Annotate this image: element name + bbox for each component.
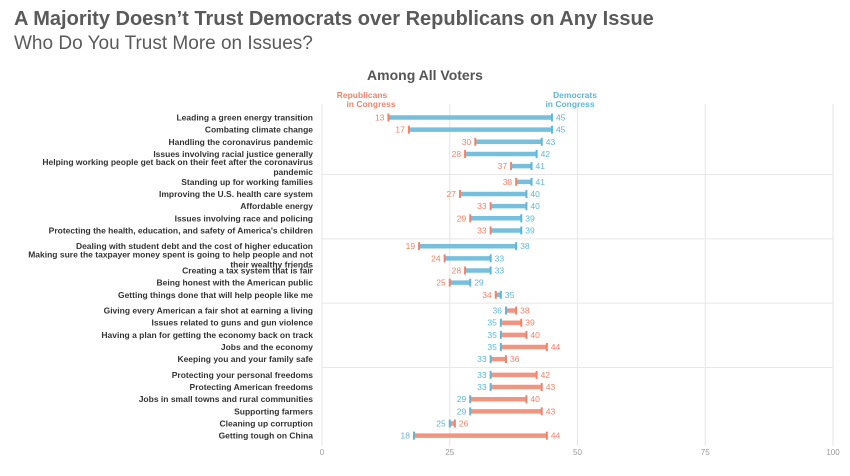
x-tick-label: 100 — [826, 448, 840, 457]
category-label: Combating climate change — [205, 125, 313, 135]
democrats-value-label: 41 — [536, 161, 546, 171]
category-label: Helping working people get back on their… — [42, 157, 313, 177]
category-label: Protecting your personal freedoms — [172, 370, 313, 380]
democrats-value-label: 33 — [495, 253, 505, 263]
category-label: Protecting American freedoms — [190, 382, 314, 392]
category-label: Jobs and the economy — [221, 342, 313, 352]
republicans-value-label: 17 — [395, 125, 405, 135]
republicans-value-label: 36 — [510, 354, 520, 364]
republicans-value-label: 40 — [530, 394, 540, 404]
category-label: Giving every American a fair shot at ear… — [104, 306, 313, 316]
category-label: Creating a tax system that is fair — [182, 266, 314, 276]
republicans-value-label: 38 — [520, 306, 530, 316]
republicans-value-label: 29 — [457, 213, 467, 223]
democrats-value-label: 35 — [487, 342, 497, 352]
democrats-value-label: 25 — [436, 419, 446, 429]
democrats-value-label: 39 — [525, 225, 535, 235]
republicans-value-label: 24 — [431, 253, 441, 263]
democrats-value-label: 45 — [556, 113, 566, 123]
subtitle: Who Do You Trust More on Issues? — [14, 33, 313, 54]
democrats-value-label: 40 — [530, 189, 540, 199]
democrats-value-label: 38 — [520, 241, 530, 251]
republicans-value-label: 40 — [530, 330, 540, 340]
democrats-value-label: 40 — [530, 201, 540, 211]
democrats-value-label: 29 — [457, 406, 467, 416]
category-label: Supporting farmers — [234, 406, 313, 416]
republicans-value-label: 33 — [477, 201, 487, 211]
democrats-value-label: 35 — [487, 330, 497, 340]
democrats-value-label: 33 — [477, 382, 487, 392]
republicans-value-label: 33 — [477, 225, 487, 235]
legend-democrats: Democrats — [553, 90, 597, 100]
x-tick-label: 25 — [445, 448, 454, 457]
category-label: Leading a green energy transition — [176, 113, 313, 123]
category-label: Improving the U.S. health care system — [159, 189, 313, 199]
republicans-value-label: 19 — [406, 241, 416, 251]
democrats-value-label: 35 — [505, 290, 515, 300]
main-title: A Majority Doesn’t Trust Democrats over … — [14, 8, 654, 30]
republicans-value-label: 44 — [551, 342, 561, 352]
legend-republicans: Republicans — [337, 90, 388, 100]
legend-democrats: in Congress — [545, 99, 594, 109]
republicans-value-label: 37 — [498, 161, 508, 171]
x-tick-label: 0 — [320, 448, 325, 457]
democrats-value-label: 33 — [477, 370, 487, 380]
category-label: Standing up for working families — [181, 177, 313, 187]
democrats-value-label: 29 — [457, 394, 467, 404]
republicans-value-label: 43 — [546, 382, 556, 392]
republicans-value-label: 42 — [541, 370, 551, 380]
democrats-value-label: 36 — [492, 306, 502, 316]
democrats-value-label: 29 — [474, 278, 484, 288]
democrats-value-label: 35 — [487, 318, 497, 328]
democrats-value-label: 39 — [525, 213, 535, 223]
category-label: Protecting the health, education, and sa… — [49, 225, 313, 235]
category-label: Cleaning up corruption — [220, 419, 314, 429]
republicans-value-label: 26 — [459, 419, 469, 429]
republicans-value-label: 13 — [375, 113, 385, 123]
republicans-value-label: 38 — [503, 177, 513, 187]
republicans-value-label: 27 — [447, 189, 457, 199]
category-label: Getting tough on China — [219, 431, 314, 441]
republicans-value-label: 44 — [551, 431, 561, 441]
category-label: Getting things done that will help peopl… — [118, 290, 313, 300]
democrats-value-label: 18 — [401, 431, 411, 441]
category-label: Making sure the taxpayer money spent is … — [28, 249, 313, 269]
democrats-value-label: 45 — [556, 125, 566, 135]
legend-republicans: in Congress — [346, 99, 395, 109]
democrats-value-label: 42 — [541, 149, 551, 159]
republicans-value-label: 43 — [546, 406, 556, 416]
x-tick-label: 50 — [573, 448, 582, 457]
category-label: Dealing with student debt and the cost o… — [76, 241, 313, 251]
category-label: Having a plan for getting the economy ba… — [101, 330, 313, 340]
republicans-value-label: 30 — [462, 137, 472, 147]
category-label: Being honest with the American public — [157, 278, 314, 288]
chart-title: Among All Voters — [367, 67, 483, 83]
republicans-value-label: 39 — [525, 318, 535, 328]
republicans-value-label: 28 — [452, 149, 462, 159]
category-label: Issues involving race and policing — [175, 213, 313, 223]
category-label: Handling the coronavirus pandemic — [168, 137, 313, 147]
democrats-value-label: 33 — [477, 354, 487, 364]
category-label: Keeping you and your family safe — [177, 354, 313, 364]
democrats-value-label: 43 — [546, 137, 556, 147]
democrats-value-label: 41 — [536, 177, 546, 187]
x-tick-label: 75 — [701, 448, 710, 457]
category-label: Affordable energy — [240, 201, 313, 211]
category-label: Issues related to guns and gun violence — [151, 318, 313, 328]
republicans-value-label: 25 — [436, 278, 446, 288]
republicans-value-label: 28 — [452, 266, 462, 276]
category-label: Issues involving racial justice generall… — [153, 149, 313, 159]
category-label: Jobs in small towns and rural communitie… — [139, 394, 314, 404]
republicans-value-label: 34 — [482, 290, 492, 300]
democrats-value-label: 33 — [495, 266, 505, 276]
